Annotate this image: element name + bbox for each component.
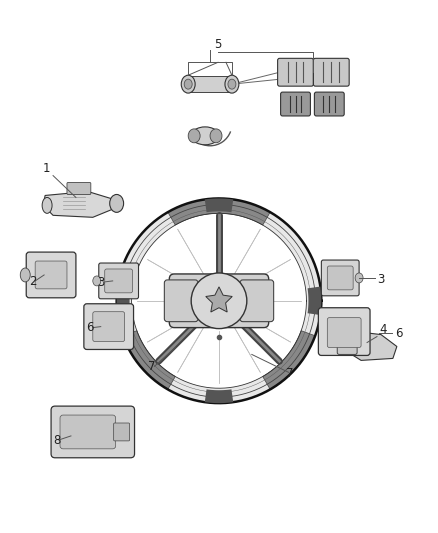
- Polygon shape: [206, 287, 232, 312]
- Text: 2: 2: [29, 275, 37, 288]
- Ellipse shape: [93, 276, 101, 286]
- Ellipse shape: [210, 129, 222, 143]
- FancyBboxPatch shape: [327, 318, 361, 348]
- Ellipse shape: [228, 79, 236, 89]
- Ellipse shape: [355, 273, 363, 283]
- Polygon shape: [168, 198, 270, 225]
- FancyBboxPatch shape: [164, 280, 198, 321]
- Polygon shape: [263, 330, 315, 390]
- FancyBboxPatch shape: [93, 312, 124, 342]
- FancyBboxPatch shape: [278, 58, 314, 86]
- FancyBboxPatch shape: [240, 280, 274, 321]
- Polygon shape: [205, 389, 233, 403]
- FancyBboxPatch shape: [321, 260, 359, 296]
- PathPatch shape: [117, 198, 321, 403]
- Circle shape: [191, 273, 247, 329]
- Ellipse shape: [181, 75, 195, 93]
- FancyBboxPatch shape: [327, 266, 353, 290]
- FancyBboxPatch shape: [170, 274, 268, 328]
- Text: 7: 7: [148, 360, 156, 373]
- FancyBboxPatch shape: [26, 252, 76, 298]
- Ellipse shape: [188, 129, 200, 143]
- Ellipse shape: [184, 79, 192, 89]
- Ellipse shape: [225, 75, 239, 93]
- FancyBboxPatch shape: [114, 423, 130, 441]
- FancyBboxPatch shape: [337, 330, 357, 354]
- Text: 3: 3: [377, 273, 385, 286]
- Polygon shape: [188, 76, 232, 92]
- FancyBboxPatch shape: [60, 415, 116, 449]
- FancyBboxPatch shape: [35, 261, 67, 289]
- FancyBboxPatch shape: [99, 263, 138, 299]
- Text: 4: 4: [379, 322, 386, 336]
- Polygon shape: [205, 198, 233, 212]
- Text: 3: 3: [97, 276, 104, 289]
- Text: 6: 6: [395, 327, 403, 340]
- FancyBboxPatch shape: [281, 92, 311, 116]
- Polygon shape: [123, 330, 175, 390]
- FancyBboxPatch shape: [51, 406, 134, 458]
- FancyBboxPatch shape: [318, 308, 370, 356]
- Text: 1: 1: [43, 161, 51, 175]
- Polygon shape: [117, 287, 131, 315]
- FancyBboxPatch shape: [314, 92, 344, 116]
- Polygon shape: [43, 191, 115, 217]
- Text: 7: 7: [286, 367, 293, 380]
- FancyBboxPatch shape: [84, 304, 134, 350]
- FancyBboxPatch shape: [314, 58, 349, 86]
- Ellipse shape: [191, 127, 219, 145]
- Text: 8: 8: [53, 434, 60, 447]
- Polygon shape: [345, 330, 397, 360]
- Ellipse shape: [42, 197, 52, 213]
- Polygon shape: [307, 287, 321, 315]
- Text: 6: 6: [86, 320, 93, 334]
- Ellipse shape: [110, 195, 124, 212]
- FancyBboxPatch shape: [67, 182, 91, 195]
- Text: 5: 5: [214, 38, 222, 51]
- FancyBboxPatch shape: [105, 269, 133, 293]
- Ellipse shape: [20, 268, 30, 282]
